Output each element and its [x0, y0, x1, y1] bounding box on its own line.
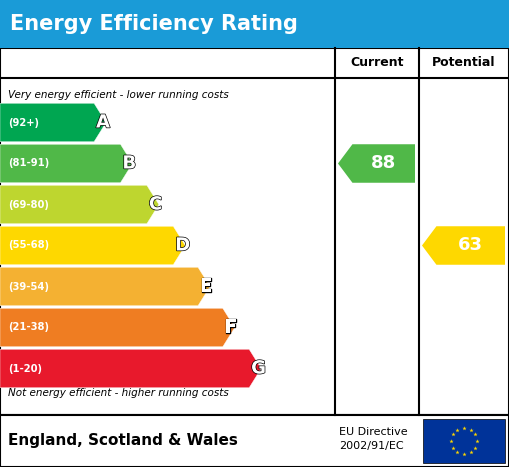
Bar: [0, 48, 509, 415]
Text: F: F: [225, 318, 237, 337]
Text: England, Scotland & Wales: England, Scotland & Wales: [8, 433, 238, 448]
Text: (21-38): (21-38): [8, 323, 49, 333]
Bar: [423, 419, 505, 463]
Polygon shape: [0, 267, 210, 306]
Text: (1-20): (1-20): [8, 363, 42, 374]
Polygon shape: [0, 349, 261, 388]
Text: Very energy efficient - lower running costs: Very energy efficient - lower running co…: [8, 90, 229, 100]
Text: (92+): (92+): [8, 118, 39, 127]
Bar: [0, 415, 509, 467]
Text: Energy Efficiency Rating: Energy Efficiency Rating: [10, 14, 298, 34]
Text: Not energy efficient - higher running costs: Not energy efficient - higher running co…: [8, 388, 229, 398]
Text: B: B: [123, 155, 136, 172]
Text: Current: Current: [350, 57, 404, 70]
Text: 88: 88: [371, 155, 397, 172]
Text: (55-68): (55-68): [8, 241, 49, 250]
Text: (81-91): (81-91): [8, 158, 49, 169]
Text: (69-80): (69-80): [8, 199, 49, 210]
Polygon shape: [0, 185, 159, 224]
Polygon shape: [0, 144, 132, 183]
Text: D: D: [175, 236, 190, 255]
Text: EU Directive
2002/91/EC: EU Directive 2002/91/EC: [339, 427, 408, 451]
Text: Potential: Potential: [432, 57, 496, 70]
Polygon shape: [0, 103, 106, 142]
Polygon shape: [338, 144, 415, 183]
Bar: [0, 0, 509, 48]
Polygon shape: [0, 226, 185, 265]
Polygon shape: [422, 226, 505, 265]
Polygon shape: [0, 308, 235, 347]
Text: 63: 63: [458, 236, 483, 255]
Text: G: G: [251, 360, 266, 377]
Text: C: C: [149, 196, 162, 213]
Text: E: E: [200, 277, 212, 296]
Text: (39-54): (39-54): [8, 282, 49, 291]
Text: A: A: [96, 113, 110, 132]
